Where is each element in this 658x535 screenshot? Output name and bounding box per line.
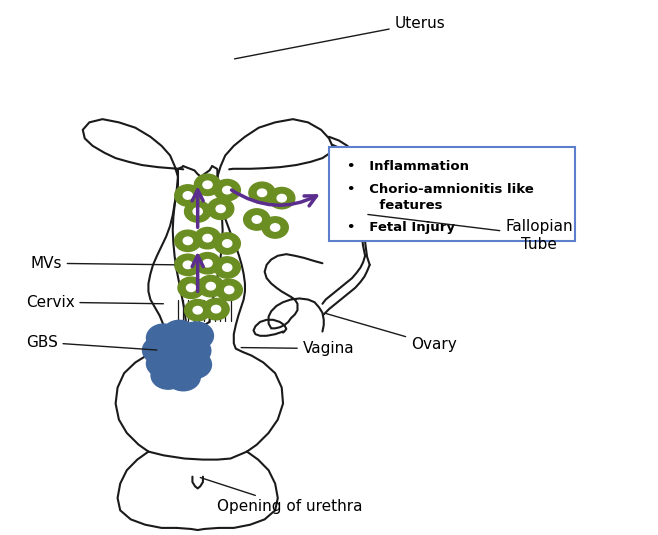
Circle shape — [194, 253, 220, 274]
Circle shape — [203, 259, 212, 267]
Circle shape — [194, 227, 220, 249]
Circle shape — [252, 216, 261, 223]
Circle shape — [203, 234, 212, 242]
Text: •   Fetal Injury: • Fetal Injury — [347, 220, 455, 234]
Circle shape — [270, 224, 280, 231]
Circle shape — [178, 277, 204, 299]
Circle shape — [207, 198, 234, 219]
Circle shape — [193, 307, 202, 314]
Circle shape — [214, 257, 240, 278]
Circle shape — [243, 209, 270, 230]
Circle shape — [249, 182, 275, 203]
Circle shape — [222, 186, 232, 194]
Circle shape — [214, 233, 240, 254]
Circle shape — [186, 284, 195, 292]
Circle shape — [174, 185, 201, 206]
Circle shape — [163, 320, 196, 348]
Circle shape — [163, 349, 196, 376]
Text: Opening of urethra: Opening of urethra — [200, 478, 363, 514]
Circle shape — [257, 189, 266, 196]
Circle shape — [179, 322, 213, 350]
Circle shape — [147, 324, 180, 352]
Circle shape — [214, 179, 240, 201]
Text: Ovary: Ovary — [326, 314, 457, 353]
Circle shape — [193, 208, 202, 215]
Text: •   Inflammation: • Inflammation — [347, 160, 468, 173]
Circle shape — [268, 187, 295, 209]
Circle shape — [203, 181, 212, 188]
Circle shape — [194, 174, 220, 195]
Text: Vagina: Vagina — [241, 341, 355, 356]
Circle shape — [183, 237, 192, 244]
Circle shape — [262, 217, 288, 238]
Circle shape — [216, 205, 225, 212]
Circle shape — [203, 299, 229, 320]
Circle shape — [222, 240, 232, 247]
Circle shape — [151, 362, 185, 389]
Circle shape — [222, 264, 232, 271]
Circle shape — [224, 286, 234, 294]
Circle shape — [174, 230, 201, 251]
Circle shape — [277, 194, 286, 202]
Circle shape — [183, 261, 192, 269]
Text: MVs: MVs — [30, 256, 174, 271]
Circle shape — [184, 201, 211, 222]
Text: Fallopian
Tube: Fallopian Tube — [368, 215, 573, 251]
Text: GBS: GBS — [26, 335, 157, 350]
Circle shape — [197, 276, 224, 297]
Circle shape — [184, 300, 211, 321]
Circle shape — [166, 363, 200, 391]
FancyArrowPatch shape — [232, 190, 316, 206]
Circle shape — [177, 351, 211, 378]
FancyBboxPatch shape — [329, 148, 575, 241]
Circle shape — [147, 350, 180, 377]
Circle shape — [174, 254, 201, 276]
Circle shape — [216, 279, 242, 301]
Circle shape — [160, 335, 193, 363]
Circle shape — [211, 305, 220, 313]
Text: Cervix: Cervix — [26, 295, 163, 310]
Circle shape — [183, 192, 192, 199]
Circle shape — [206, 282, 215, 290]
Text: •   Chorio-amnionitis like
       features: • Chorio-amnionitis like features — [347, 183, 534, 212]
Circle shape — [143, 337, 176, 364]
Circle shape — [176, 337, 211, 365]
Text: Uterus: Uterus — [234, 16, 445, 59]
